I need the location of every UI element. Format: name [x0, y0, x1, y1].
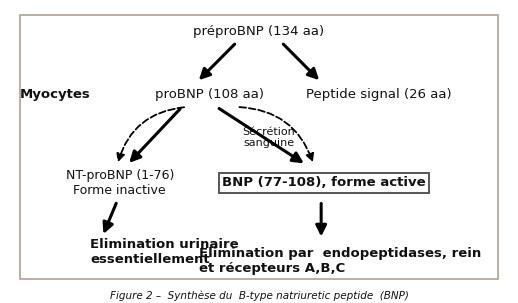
Text: Peptide signal (26 aa): Peptide signal (26 aa): [306, 88, 451, 101]
Text: préproBNP (134 aa): préproBNP (134 aa): [193, 25, 325, 38]
Text: Elimination par  endopeptidases, rein
et récepteurs A,B,C: Elimination par endopeptidases, rein et …: [199, 247, 482, 275]
Text: Myocytes: Myocytes: [20, 88, 91, 101]
Text: NT-proBNP (1-76)
Forme inactive: NT-proBNP (1-76) Forme inactive: [66, 169, 174, 197]
Text: proBNP (108 aa): proBNP (108 aa): [155, 88, 264, 101]
Text: Elimination urinaire
essentiellement: Elimination urinaire essentiellement: [90, 238, 239, 266]
Text: Sécrétion
sanguine: Sécrétion sanguine: [242, 127, 295, 148]
Text: BNP (77-108), forme active: BNP (77-108), forme active: [222, 176, 425, 189]
Text: Figure 2 –  Synthèse du  B-type natriuretic peptide  (BNP): Figure 2 – Synthèse du B-type natriureti…: [110, 291, 408, 301]
